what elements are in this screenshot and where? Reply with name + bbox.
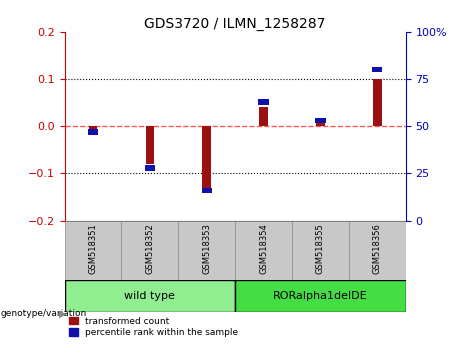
- Bar: [315, 118, 325, 124]
- Bar: [235, 221, 292, 280]
- Bar: [88, 129, 98, 135]
- Bar: [372, 67, 382, 73]
- Bar: [349, 221, 406, 280]
- Text: GSM518353: GSM518353: [202, 224, 211, 274]
- Bar: [89, 126, 97, 131]
- Bar: [316, 121, 325, 126]
- Bar: [146, 126, 154, 164]
- Bar: [202, 126, 211, 188]
- Title: GDS3720 / ILMN_1258287: GDS3720 / ILMN_1258287: [144, 17, 326, 31]
- Text: ▶: ▶: [59, 308, 66, 318]
- Text: GSM518352: GSM518352: [145, 224, 154, 274]
- Bar: [292, 221, 349, 280]
- Text: genotype/variation: genotype/variation: [1, 309, 87, 318]
- Text: GSM518356: GSM518356: [373, 224, 382, 274]
- Text: wild type: wild type: [124, 291, 175, 301]
- Bar: [259, 107, 268, 126]
- Text: GSM518355: GSM518355: [316, 224, 325, 274]
- Bar: [259, 99, 269, 104]
- Text: RORalpha1delDE: RORalpha1delDE: [273, 291, 368, 301]
- Bar: [145, 165, 155, 171]
- Text: GSM518351: GSM518351: [89, 224, 97, 274]
- Bar: [201, 188, 212, 193]
- Text: GSM518354: GSM518354: [259, 224, 268, 274]
- Bar: [235, 280, 406, 312]
- Legend: transformed count, percentile rank within the sample: transformed count, percentile rank withi…: [69, 316, 238, 337]
- Bar: [65, 280, 235, 312]
- Bar: [65, 221, 121, 280]
- Bar: [178, 221, 235, 280]
- Bar: [373, 79, 382, 126]
- Bar: [121, 221, 178, 280]
